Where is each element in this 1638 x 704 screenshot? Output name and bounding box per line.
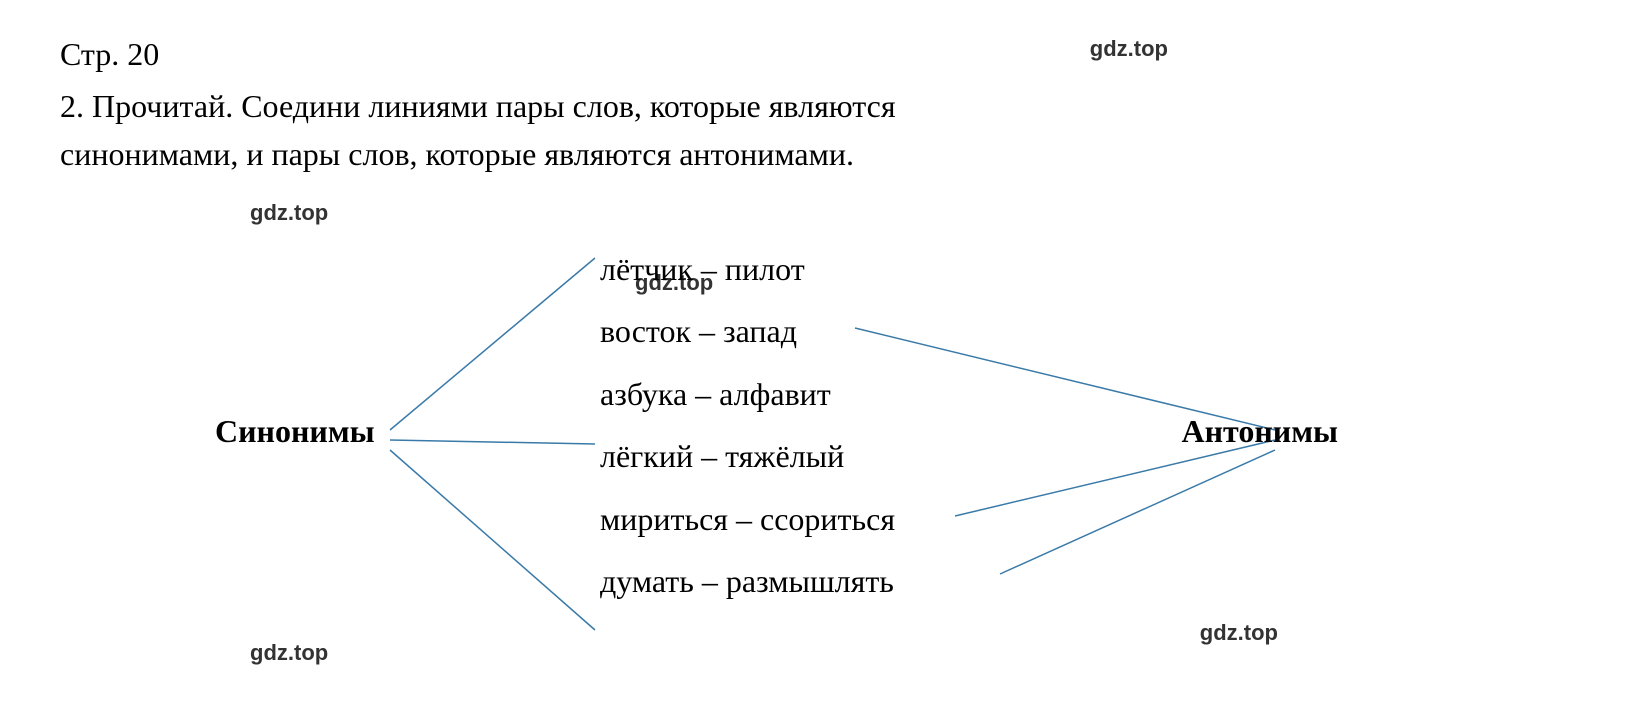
task-line-1: Прочитай. Соедини линиями пары слов, кот… (92, 88, 896, 124)
task-text-line-2: синонимами, и пары слов, которые являютс… (60, 130, 1578, 178)
page-reference: Стр. 20 (60, 30, 1578, 78)
synonyms-label: Синонимы (215, 413, 375, 450)
word-pair: восток – запад (600, 300, 895, 362)
antonyms-label: Антонимы (1182, 413, 1339, 450)
word-pair: думать – размышлять (600, 550, 895, 612)
watermark: gdz.top (1090, 36, 1168, 62)
synonym-antonym-diagram: Синонимы Антонимы лётчик – пилотвосток –… (60, 198, 1578, 678)
word-pair: лёгкий – тяжёлый (600, 425, 895, 487)
task-number: 2. (60, 88, 84, 124)
word-pairs-list: лётчик – пилотвосток – западазбука – алф… (600, 238, 895, 612)
word-pair: лётчик – пилот (600, 238, 895, 300)
word-pair: азбука – алфавит (600, 363, 895, 425)
word-pair: мириться – ссориться (600, 488, 895, 550)
task-text: 2. Прочитай. Соедини линиями пары слов, … (60, 82, 1578, 130)
